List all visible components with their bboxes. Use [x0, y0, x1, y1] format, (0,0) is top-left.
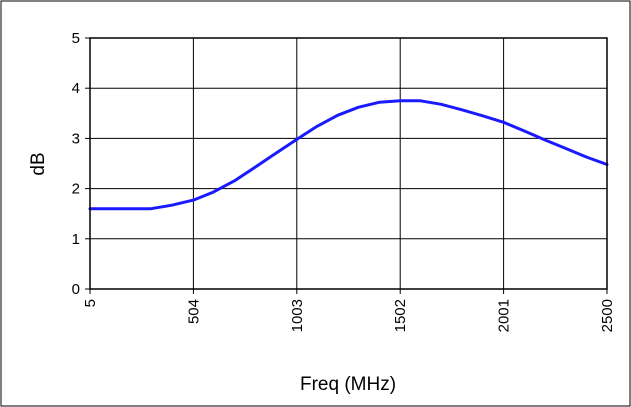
x-tick-label: 5	[82, 299, 99, 307]
x-tick-label: 1502	[392, 299, 409, 332]
y-axis-title: dB	[28, 152, 49, 175]
y-tick-label: 5	[72, 30, 80, 47]
x-axis-title: Freq (MHz)	[300, 374, 396, 395]
x-tick-label: 2500	[599, 299, 616, 332]
y-tick-labels: 0 1 2 3 4 5	[72, 30, 80, 298]
x-tick-labels: 5 504 1003 1502 2001 2500	[82, 299, 616, 332]
x-tick-label: 1003	[289, 299, 306, 332]
y-tick-label: 4	[72, 80, 80, 97]
series-line-0	[88, 99, 609, 211]
y-tick-label: 0	[72, 281, 80, 298]
y-tick-label: 3	[72, 130, 80, 147]
series-layer	[88, 99, 609, 211]
x-tick-label: 504	[185, 299, 202, 324]
plot-area-border	[89, 37, 608, 290]
x-tick-label: 2001	[496, 299, 513, 332]
y-tick-label: 2	[72, 181, 80, 198]
y-tick-label: 1	[72, 231, 80, 248]
